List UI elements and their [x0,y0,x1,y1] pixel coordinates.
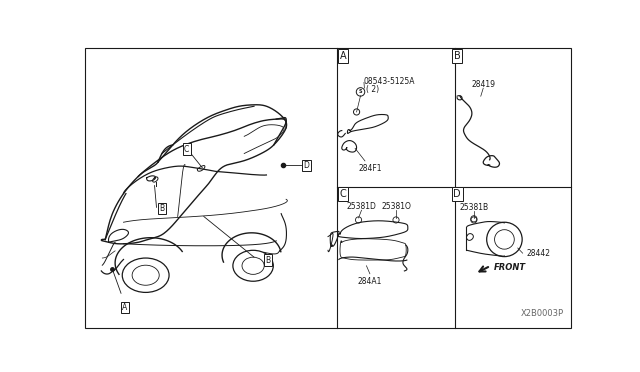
Text: 25381B: 25381B [460,203,488,212]
Text: D: D [303,161,309,170]
Text: D: D [453,189,461,199]
Text: A: A [339,51,346,61]
Text: 08543-5125A: 08543-5125A [364,77,415,86]
Text: 28442: 28442 [526,248,550,258]
Text: 25381D: 25381D [347,202,376,211]
Text: B: B [159,204,164,213]
Text: ( 2): ( 2) [367,84,380,93]
Text: B: B [266,256,271,264]
Text: A: A [122,303,127,312]
Text: 28419: 28419 [471,80,495,89]
Text: 284F1: 284F1 [358,164,381,173]
Text: X2B0003P: X2B0003P [521,309,564,318]
Text: S: S [359,89,362,94]
Text: C: C [184,145,189,154]
Text: 284A1: 284A1 [358,277,382,286]
Text: 25381O: 25381O [381,202,411,211]
Text: C: C [339,189,346,199]
Text: B: B [454,51,461,61]
Text: FRONT: FRONT [493,263,525,272]
